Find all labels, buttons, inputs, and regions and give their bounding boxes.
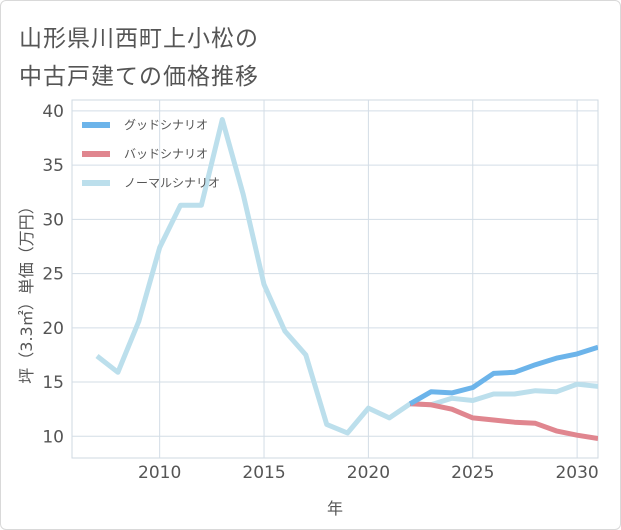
legend-label: ノーマルシナリオ xyxy=(124,176,220,190)
chart-title-line-1: 山形県川西町上小松の xyxy=(19,26,259,52)
x-axis-title: 年 xyxy=(327,499,343,518)
chart-title-line-2: 中古戸建ての価格推移 xyxy=(19,64,259,90)
x-tick-label: 2010 xyxy=(138,463,181,483)
y-tick-label: 15 xyxy=(42,373,64,393)
y-axis-title: 坪（3.3㎡）単価（万円） xyxy=(17,198,36,383)
y-tick-label: 10 xyxy=(42,427,64,447)
y-tick-label: 40 xyxy=(42,102,64,122)
y-tick-label: 20 xyxy=(42,319,64,339)
series-line-0 xyxy=(408,344,598,406)
y-tick-label: 25 xyxy=(42,265,64,285)
series-line-1 xyxy=(409,401,598,441)
legend-label: グッドシナリオ xyxy=(124,118,208,132)
series-line-2 xyxy=(95,117,598,436)
y-tick-label: 35 xyxy=(42,156,64,176)
y-tick-label: 30 xyxy=(42,210,64,230)
x-tick-label: 2015 xyxy=(242,463,285,483)
x-tick-label: 2025 xyxy=(451,463,494,483)
legend-label: バッドシナリオ xyxy=(124,147,208,161)
x-tick-label: 2020 xyxy=(347,463,390,483)
x-tick-label: 2030 xyxy=(555,463,598,483)
